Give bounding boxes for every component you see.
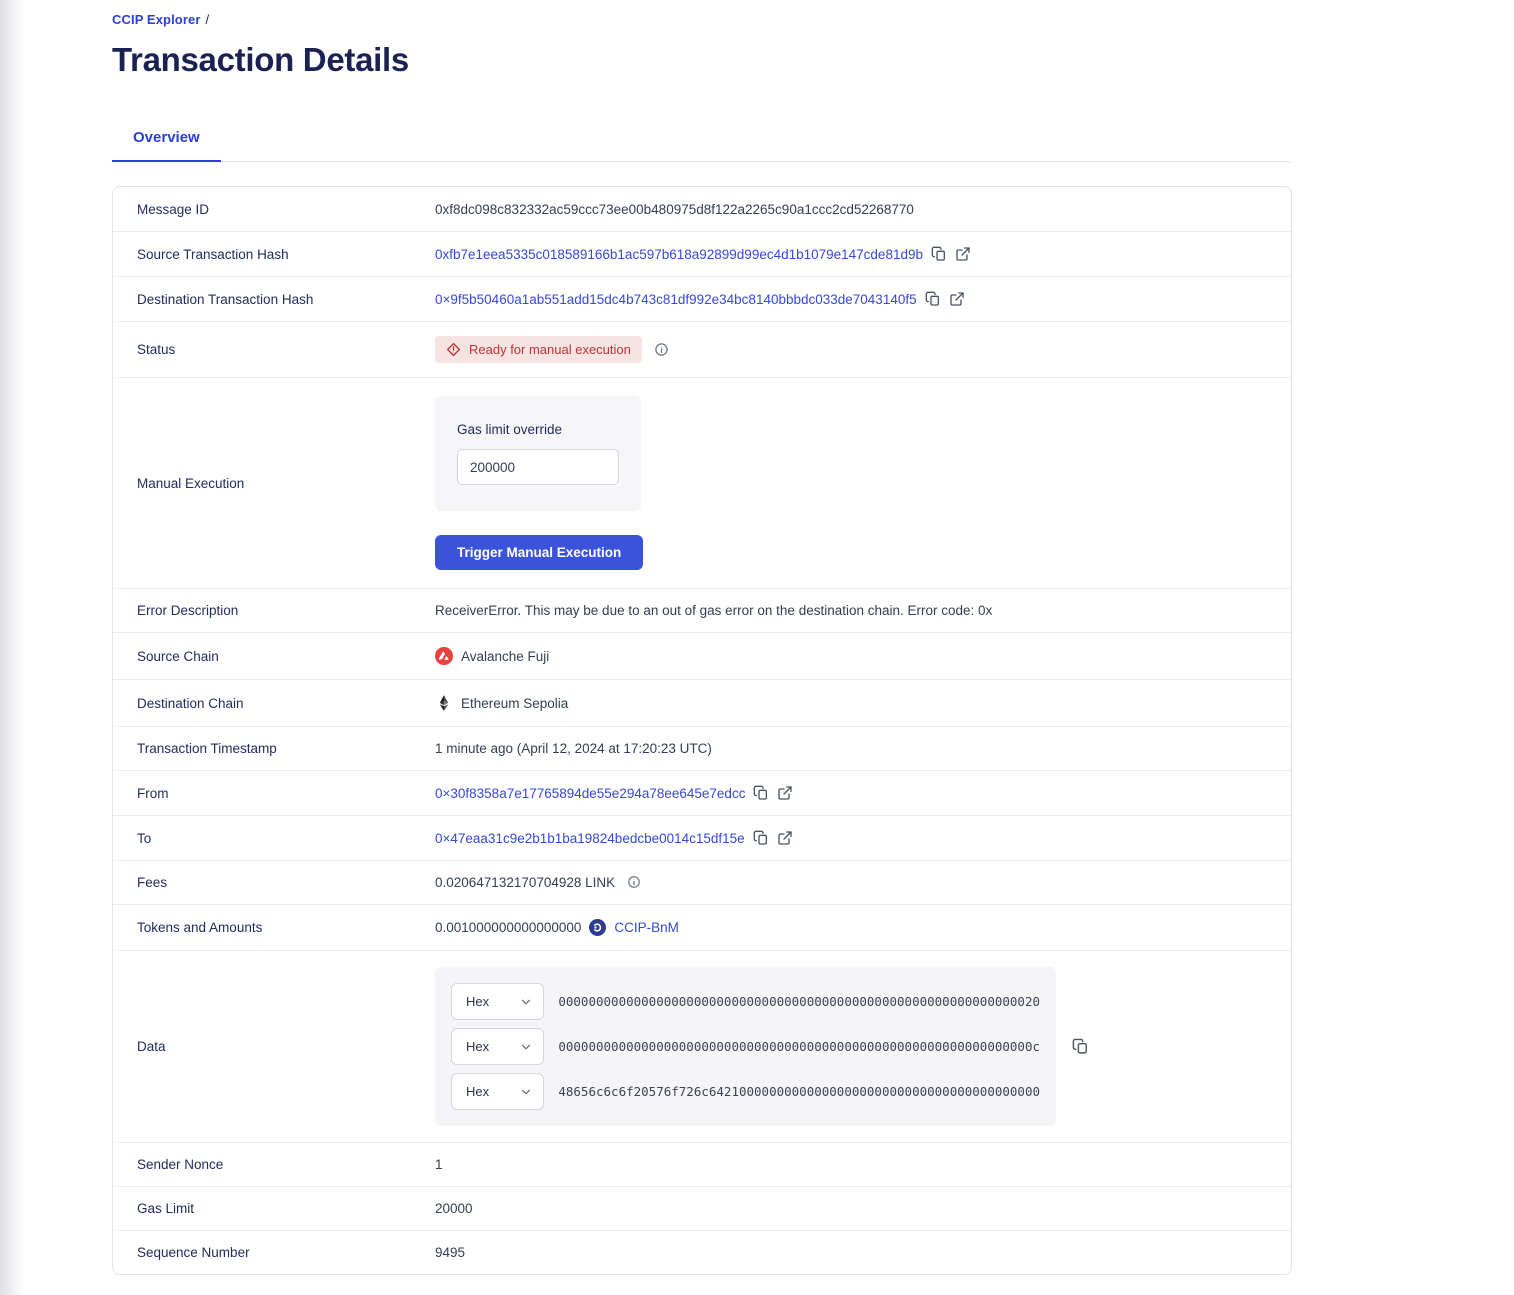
hex-format-select-value: Hex	[466, 994, 490, 1009]
table-row-destination-tx-hash: Destination Transaction Hash 0×9f5b50460…	[113, 276, 1291, 321]
sequence-number-value: 9495	[435, 1245, 466, 1260]
fees-label: Fees	[137, 875, 168, 890]
sequence-number-label: Sequence Number	[137, 1245, 250, 1260]
external-link-icon[interactable]	[777, 830, 793, 846]
table-row-status: Status Ready for manual execution	[113, 321, 1291, 377]
status-badge: Ready for manual execution	[435, 336, 642, 363]
data-line: Hex 000000000000000000000000000000000000…	[451, 983, 1040, 1020]
gas-limit-override-label: Gas limit override	[457, 422, 563, 437]
from-label: From	[137, 785, 169, 801]
table-row-sequence-number: Sequence Number 9495	[113, 1230, 1291, 1274]
sender-nonce-label: Sender Nonce	[137, 1157, 224, 1172]
hex-format-select[interactable]: Hex	[451, 983, 545, 1020]
table-row-source-chain: Source Chain Avalanche Fuji	[113, 632, 1291, 679]
external-link-icon[interactable]	[955, 246, 971, 262]
hex-format-select-value: Hex	[466, 1084, 490, 1099]
data-line: Hex 000000000000000000000000000000000000…	[451, 1028, 1040, 1065]
ethereum-icon	[435, 694, 453, 712]
tokens-and-amounts-label: Tokens and Amounts	[137, 920, 263, 935]
error-description-label: Error Description	[137, 603, 239, 618]
source-tx-hash-link[interactable]: 0xfb7e1eea5335c018589166b1ac597b618a9289…	[435, 246, 923, 262]
source-chain-label: Source Chain	[137, 648, 219, 664]
external-link-icon[interactable]	[777, 785, 793, 801]
transaction-timestamp-value: 1 minute ago (April 12, 2024 at 17:20:23…	[435, 741, 712, 756]
table-row-destination-chain: Destination Chain Ethereum Sepolia	[113, 679, 1291, 726]
chevron-down-icon	[519, 1040, 533, 1054]
copy-icon[interactable]	[925, 291, 941, 307]
table-row-fees: Fees 0.020647132170704928 LINK	[113, 860, 1291, 904]
table-row-error-description: Error Description ReceiverError. This ma…	[113, 588, 1291, 632]
destination-tx-hash-label: Destination Transaction Hash	[137, 291, 314, 307]
trigger-manual-execution-button[interactable]: Trigger Manual Execution	[435, 535, 644, 570]
token-amount-value: 0.001000000000000000	[435, 920, 582, 935]
message-id-label: Message ID	[137, 201, 210, 217]
to-address-link[interactable]: 0×47eaa31c9e2b1b1ba19824bedcbe0014c15df1…	[435, 830, 745, 846]
source-chain-value: Avalanche Fuji	[461, 648, 550, 664]
status-badge-text: Ready for manual execution	[469, 342, 631, 357]
chevron-down-icon	[519, 1085, 533, 1099]
data-hex-panel: Hex 000000000000000000000000000000000000…	[435, 967, 1056, 1126]
table-row-source-tx-hash: Source Transaction Hash 0xfb7e1eea5335c0…	[113, 231, 1291, 276]
copy-icon[interactable]	[1072, 1038, 1089, 1055]
status-label: Status	[137, 342, 176, 357]
table-row-message-id: Message ID 0xf8dc098c832332ac59ccc73ee00…	[113, 187, 1291, 231]
table-row-data: Data Hex 0000000000000000000000000000000…	[113, 950, 1291, 1142]
token-name-link[interactable]: CCIP-BnM	[614, 920, 679, 935]
info-icon[interactable]	[654, 342, 669, 357]
gas-limit-override-input[interactable]	[457, 449, 619, 485]
destination-tx-hash-link[interactable]: 0×9f5b50460a1ab551add15dc4b743c81df992e3…	[435, 291, 917, 307]
copy-icon[interactable]	[753, 830, 769, 846]
external-link-icon[interactable]	[949, 291, 965, 307]
data-hex-value: 0000000000000000000000000000000000000000…	[558, 1039, 1040, 1054]
data-hex-value: 48656c6c6f20576f726c64210000000000000000…	[558, 1084, 1040, 1099]
breadcrumb: CCIP Explorer /	[112, 12, 1404, 27]
manual-execution-label: Manual Execution	[137, 475, 245, 491]
warning-diamond-icon	[446, 342, 461, 357]
page-title: Transaction Details	[112, 41, 409, 78]
table-row-to: To 0×47eaa31c9e2b1b1ba19824bedcbe0014c15…	[113, 815, 1291, 860]
table-row-sender-nonce: Sender Nonce 1	[113, 1142, 1291, 1186]
hex-format-select[interactable]: Hex	[451, 1028, 545, 1065]
info-icon[interactable]	[627, 875, 641, 889]
destination-chain-label: Destination Chain	[137, 695, 244, 711]
tab-bar: Overview	[112, 119, 1292, 162]
hex-format-select-value: Hex	[466, 1039, 490, 1054]
table-row-tokens-and-amounts: Tokens and Amounts 0.001000000000000000 …	[113, 904, 1291, 950]
gas-limit-value: 20000	[435, 1201, 473, 1216]
message-id-value: 0xf8dc098c832332ac59ccc73ee00b480975d8f1…	[435, 201, 914, 217]
destination-chain-value: Ethereum Sepolia	[461, 695, 569, 711]
gas-limit-label: Gas Limit	[137, 1201, 195, 1216]
from-address-link[interactable]: 0×30f8358a7e17765894de55e294a78ee645e7ed…	[435, 785, 746, 801]
fees-value: 0.020647132170704928 LINK	[435, 875, 616, 890]
data-line: Hex 48656c6c6f20576f726c6421000000000000…	[451, 1073, 1040, 1110]
transaction-timestamp-label: Transaction Timestamp	[137, 741, 277, 756]
ccip-bnm-token-icon	[589, 919, 607, 936]
source-tx-hash-label: Source Transaction Hash	[137, 246, 289, 262]
copy-icon[interactable]	[753, 785, 769, 801]
breadcrumb-separator: /	[205, 12, 210, 27]
sender-nonce-value: 1	[435, 1157, 443, 1172]
breadcrumb-ccip-explorer-link[interactable]: CCIP Explorer	[112, 12, 201, 27]
gas-limit-override-panel: Gas limit override	[435, 396, 641, 511]
error-description-value: ReceiverError. This may be due to an out…	[435, 603, 993, 618]
data-hex-value: 0000000000000000000000000000000000000000…	[558, 994, 1040, 1009]
transaction-details-card: Message ID 0xf8dc098c832332ac59ccc73ee00…	[112, 186, 1292, 1275]
tab-overview[interactable]: Overview	[112, 119, 221, 162]
table-row-transaction-timestamp: Transaction Timestamp 1 minute ago (Apri…	[113, 726, 1291, 770]
copy-icon[interactable]	[931, 246, 947, 262]
chevron-down-icon	[519, 995, 533, 1009]
table-row-from: From 0×30f8358a7e17765894de55e294a78ee64…	[113, 770, 1291, 815]
transaction-details-page: CCIP Explorer / Transaction Details Overv…	[112, 12, 1404, 1275]
avalanche-icon	[435, 647, 453, 665]
to-label: To	[137, 830, 152, 846]
table-row-manual-execution: Manual Execution Gas limit override Trig…	[113, 377, 1291, 588]
data-label: Data	[137, 1039, 166, 1054]
table-row-gas-limit: Gas Limit 20000	[113, 1186, 1291, 1230]
hex-format-select[interactable]: Hex	[451, 1073, 545, 1110]
